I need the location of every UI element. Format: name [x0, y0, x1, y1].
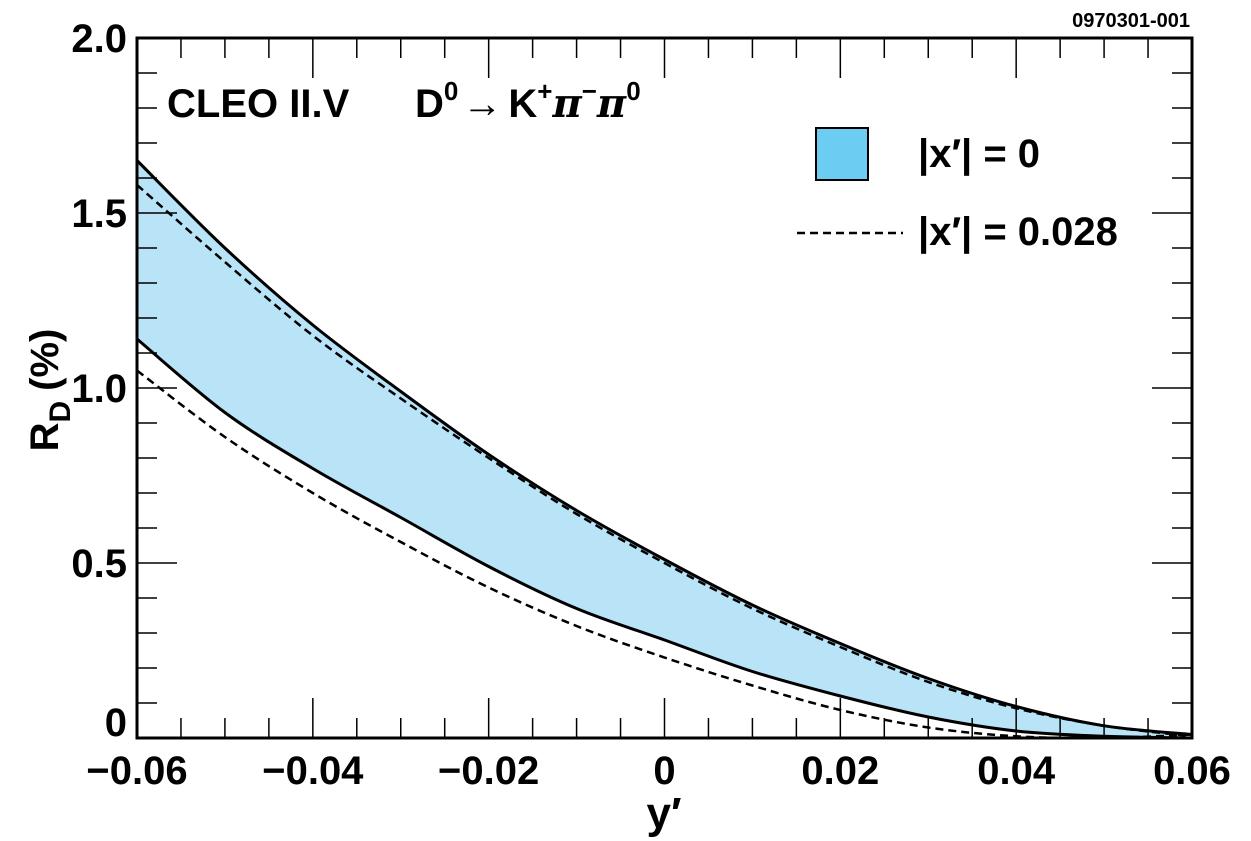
decay-parent-sup: 0	[444, 76, 458, 106]
y-tick-label: 0	[105, 701, 127, 745]
legend: |x′| = 0 |x′| = 0.028	[797, 127, 1118, 254]
y-tick-label: 2.0	[71, 17, 127, 61]
dashed-upper-curve	[136, 184, 1193, 738]
decay-pion2-sup: 0	[626, 76, 640, 106]
y-axis-title-unit: (%)	[23, 329, 67, 391]
band-layer	[137, 160, 1192, 738]
legend-label-dashed: |x′| = 0.028	[918, 210, 1118, 254]
decay-pion1: π	[551, 80, 582, 127]
x-axis-title: y′	[646, 789, 681, 838]
decay-kaon: K	[508, 82, 537, 126]
y-tick-label: 1.0	[71, 367, 127, 411]
x-tick-label: 0.06	[1153, 749, 1231, 793]
plot-frame	[135, 36, 1194, 740]
y-tick-label: 1.5	[71, 192, 127, 236]
y-axis-title-main: R	[23, 422, 67, 451]
experiment-label: CLEO II.V	[167, 82, 350, 126]
x-tick-label: −0.06	[86, 749, 187, 793]
x-tick-label: −0.02	[438, 749, 539, 793]
legend-swatch-band	[815, 127, 869, 181]
y-axis-title: RD (%)	[23, 329, 77, 452]
decay-pion2: π	[596, 80, 627, 127]
x-tick-label: 0	[653, 749, 675, 793]
x-tick-label: 0.02	[801, 749, 879, 793]
tick-labels: −0.06 −0.04 −0.02 0 0.02 0.04 0.06 0 0.5 1.0 1.5 2.…	[71, 17, 1231, 793]
y-axis-title-text: RD (%)	[23, 329, 77, 452]
y-axis-title-sub: D	[44, 401, 77, 423]
decay-kaon-sup: +	[537, 76, 552, 106]
figure-id: 0970301-001	[1072, 10, 1190, 32]
x-tick-label: −0.04	[262, 749, 364, 793]
legend-label-band: |x′| = 0	[918, 132, 1040, 176]
band-upper-curve	[135, 159, 1193, 736]
y-tick-label: 0.5	[71, 542, 127, 586]
decay-label: D0 → K+π−π0	[415, 76, 641, 127]
decay-pion1-sup: −	[582, 76, 597, 106]
x-tick-label: 0.04	[977, 749, 1056, 793]
decay-arrow: →	[462, 82, 502, 126]
band-fill	[137, 160, 1192, 738]
decay-parent: D	[415, 82, 444, 126]
